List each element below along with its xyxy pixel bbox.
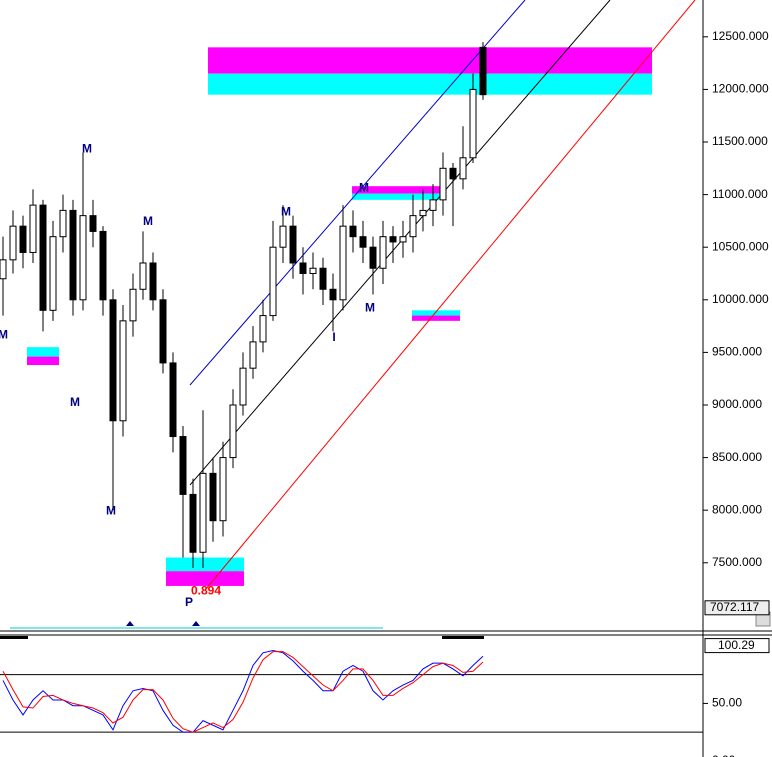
annotation: P [185, 595, 193, 609]
annotation: I [332, 330, 335, 344]
candle-body [439, 167, 447, 201]
y-tick-label: 8500.000 [712, 450, 762, 464]
candle-body [79, 215, 87, 301]
annotation: M [143, 214, 153, 228]
y-tick-label: 12500.000 [712, 29, 769, 43]
candle-body [269, 246, 277, 317]
candle-body [429, 199, 437, 211]
candle-body [89, 215, 97, 232]
candle-body [9, 225, 17, 261]
candle-body [169, 362, 177, 438]
candle-body [39, 204, 47, 311]
candle-body [119, 320, 127, 422]
candle-body [349, 225, 357, 238]
candle-body [399, 236, 407, 243]
marker [126, 621, 134, 626]
candle-body [239, 367, 247, 406]
candle-body [159, 299, 167, 364]
zone [27, 347, 59, 357]
annotation: M [365, 300, 375, 314]
annotation: M [281, 205, 291, 219]
candle-body [279, 225, 287, 248]
candle-body [419, 209, 427, 217]
candle-body [259, 315, 267, 343]
zone [352, 186, 441, 194]
candle-body [189, 493, 197, 553]
y-tick-label: 7500.000 [712, 555, 762, 569]
bar-marker [442, 636, 484, 639]
candle-body [109, 299, 117, 422]
y-tick-label: 8000.000 [712, 502, 762, 516]
candle-body [379, 236, 387, 269]
candle-body [69, 209, 77, 301]
last-value-label: 100.29 [718, 638, 755, 652]
annotation: M [0, 328, 8, 342]
annotation: M [82, 142, 92, 156]
candle-body [309, 267, 317, 275]
candle-body [179, 436, 187, 495]
zone [166, 571, 244, 586]
last-value-box [704, 638, 770, 654]
candle-body [59, 209, 67, 238]
zone [208, 47, 652, 74]
channel-line [189, 0, 611, 486]
last-price-box [704, 600, 770, 616]
annotation: M [70, 395, 80, 409]
candle-body [199, 472, 207, 553]
candle-body [209, 472, 217, 522]
channel-line [189, 0, 526, 386]
marker [192, 621, 200, 626]
zone [208, 73, 652, 95]
indicator-line [2, 651, 484, 733]
candle-body [289, 225, 297, 264]
channel-line [204, 0, 696, 591]
annotation: 0.894 [191, 583, 221, 597]
zone [27, 356, 59, 366]
candle-body [229, 404, 237, 459]
candle-body [149, 262, 157, 301]
y-tick-label: 11000.000 [712, 187, 768, 201]
candle-body [0, 259, 7, 280]
candle-body [129, 288, 137, 322]
candle-body [299, 262, 307, 275]
zone [166, 557, 244, 572]
annotation: M [106, 503, 116, 517]
candle-body [469, 88, 477, 159]
y-tick-label: 50.00 [712, 696, 742, 710]
y-tick-label: 9500.000 [712, 345, 762, 359]
y-tick-label: 10500.000 [712, 239, 769, 253]
candle-body [339, 225, 347, 301]
zone [352, 193, 441, 200]
candle-body [249, 341, 257, 369]
y-tick-label: 10000.000 [712, 292, 769, 306]
candle-body [29, 204, 37, 253]
annotation: M [359, 180, 369, 194]
bar-marker [0, 636, 28, 639]
candle-body [49, 236, 57, 311]
candle-body [99, 230, 107, 301]
candle-body [389, 236, 397, 243]
candle-body [409, 215, 417, 238]
candle-body [19, 225, 27, 253]
y-tick-label: 12000.000 [712, 82, 769, 96]
candle-body [329, 288, 337, 301]
zone [412, 315, 460, 321]
y-tick-label: 9000.000 [712, 397, 762, 411]
candle-body [359, 236, 367, 248]
candle-body [459, 157, 467, 180]
zone [412, 310, 460, 316]
y-tick-label: 0.00 [712, 753, 736, 757]
candle-body [319, 267, 327, 290]
candle-body [369, 246, 377, 269]
candle-body [479, 46, 487, 96]
last-price-label: 7072.117 [710, 600, 759, 614]
candle-body [449, 167, 457, 180]
candle-body [139, 262, 147, 290]
y-tick-label: 11500.000 [712, 134, 768, 148]
candle-body [219, 457, 227, 522]
